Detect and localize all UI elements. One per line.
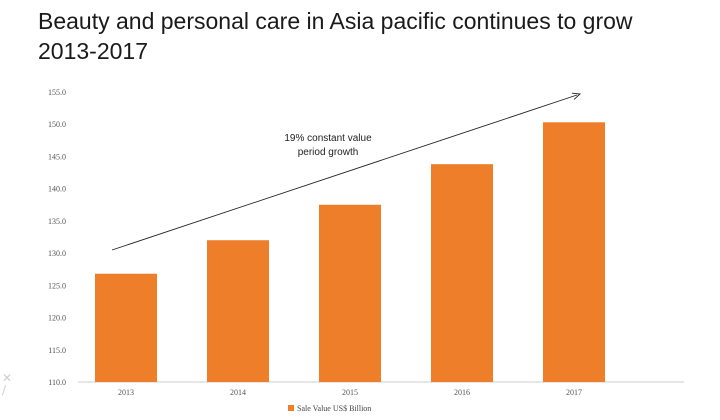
y-tick-label: 135.0 [48,217,66,226]
chart-title-line-2: 2013-2017 [38,38,148,64]
bar-chart: 110.0 115.0 120.0 125.0 130.0 135.0 140.0 145.0… [48,88,684,413]
chart-title: Beauty and personal care in Asia pacific… [38,6,708,66]
y-tick-label: 150.0 [48,120,66,129]
y-tick-label: 145.0 [48,152,66,161]
x-axis: 2013 2014 2015 2016 2017 [118,388,582,397]
trend-arrow [111,92,582,251]
annotation-line-1: 19% constant value [284,133,372,144]
x-tick-label: 2016 [454,388,470,397]
trend-arrow-line [111,94,578,251]
y-tick-label: 110.0 [48,378,66,387]
y-tick-label: 115.0 [48,346,66,355]
x-tick-label: 2017 [566,388,582,397]
bar-2015 [319,204,381,382]
annotation-line-2: period growth [298,147,359,158]
y-axis: 110.0 115.0 120.0 125.0 130.0 135.0 140.0 145.0… [48,88,66,387]
chart-title-line-1: Beauty and personal care in Asia pacific… [38,8,633,34]
legend-swatch [288,405,294,411]
bar-2016 [431,164,493,382]
y-tick-label: 155.0 [48,88,66,97]
trend-arrow-head [571,92,582,100]
legend: Sale Value US$ Billion [288,404,371,413]
chart-panel: 110.0 115.0 120.0 125.0 130.0 135.0 140.0 145.0… [24,78,714,420]
x-tick-label: 2013 [118,388,134,397]
x-tick-label: 2015 [342,388,358,397]
slide-edge-mark: ✕ / [2,371,13,397]
y-tick-label: 125.0 [48,281,66,290]
bar-2014 [207,240,269,382]
bar-2017 [543,122,605,383]
x-tick-label: 2014 [230,388,246,397]
y-tick-label: 140.0 [48,185,66,194]
y-tick-label: 130.0 [48,249,66,258]
legend-label: Sale Value US$ Billion [297,404,371,413]
y-tick-label: 120.0 [48,314,66,323]
bar-2013 [95,273,157,382]
bar-series [95,122,605,383]
